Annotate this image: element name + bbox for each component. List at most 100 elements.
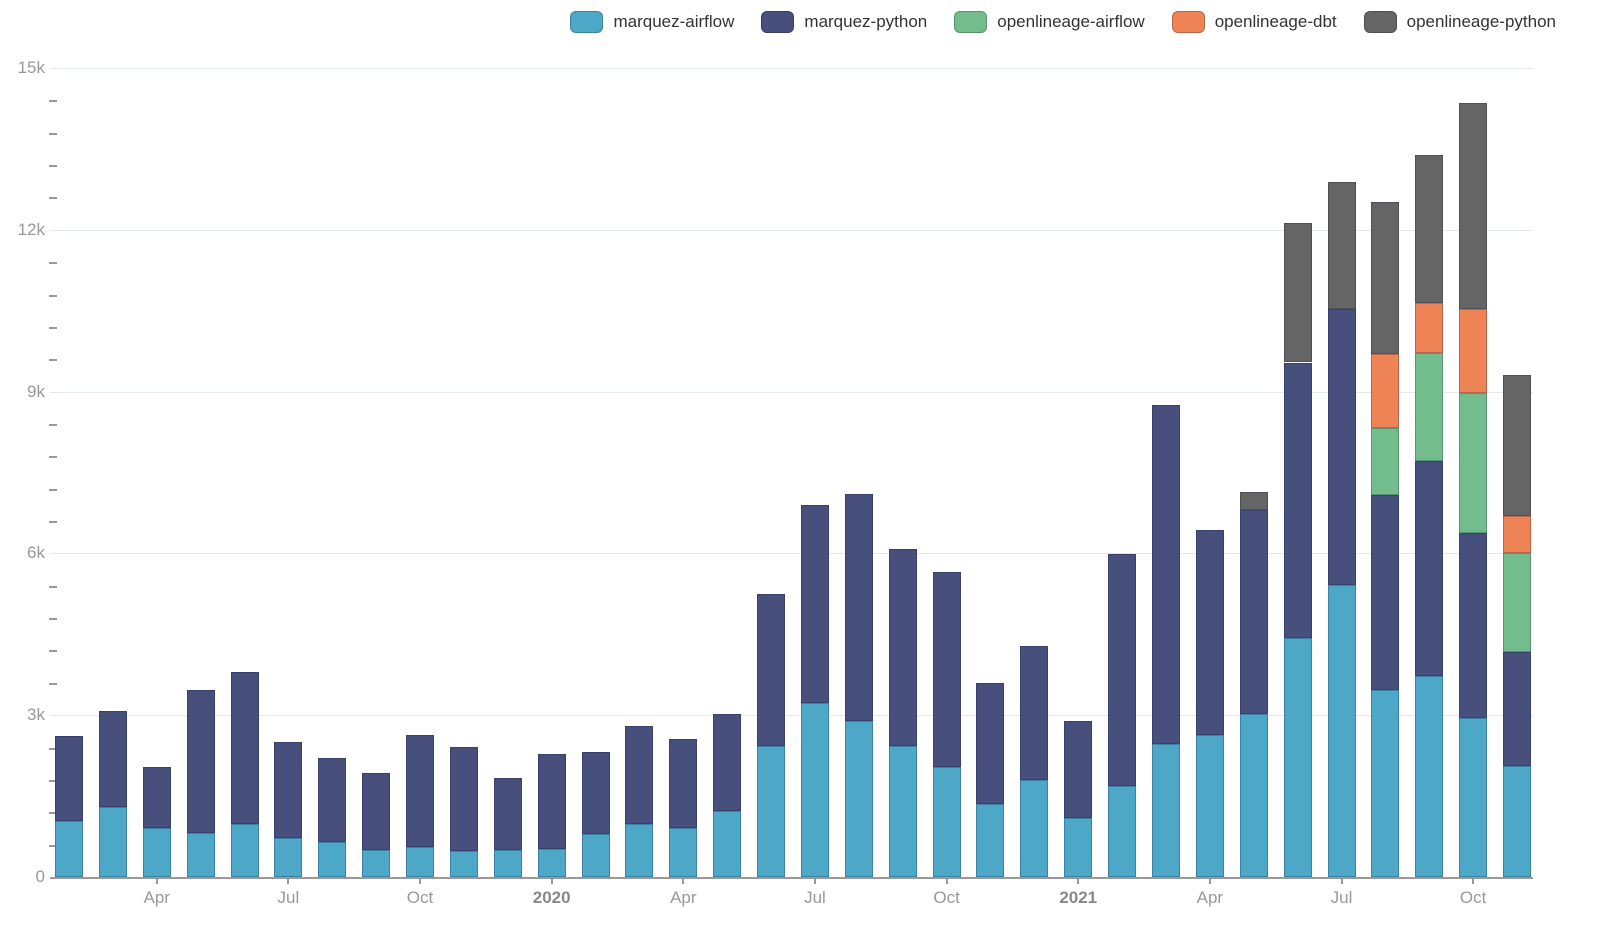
bar-segment-marquez-airflow[interactable]: [1064, 818, 1093, 877]
bar-segment-marquez-python[interactable]: [1020, 646, 1049, 781]
y-minor-tick: [49, 488, 57, 491]
bar-segment-marquez-airflow[interactable]: [669, 827, 698, 877]
bar-segment-marquez-airflow[interactable]: [888, 746, 917, 877]
bar-segment-marquez-airflow[interactable]: [1503, 766, 1532, 877]
bar-segment-marquez-python[interactable]: [1459, 532, 1488, 719]
bar-segment-openlineage-python[interactable]: [1503, 374, 1532, 517]
bar-segment-marquez-airflow[interactable]: [1020, 780, 1049, 877]
bar-segment-marquez-airflow[interactable]: [537, 848, 566, 877]
y-minor-tick: [49, 456, 57, 459]
bar-segment-marquez-airflow[interactable]: [757, 746, 786, 877]
bar-segment-marquez-python[interactable]: [493, 777, 522, 850]
legend-item-openlineage-airflow[interactable]: openlineage-airflow: [954, 11, 1145, 33]
bar-segment-marquez-python[interactable]: [142, 766, 171, 828]
y-minor-tick: [49, 132, 57, 135]
bar-segment-marquez-python[interactable]: [1239, 510, 1268, 715]
y-minor-tick: [49, 262, 57, 265]
bar-segment-marquez-python[interactable]: [1371, 494, 1400, 690]
bar-segment-marquez-airflow[interactable]: [55, 821, 83, 877]
bar-segment-marquez-python[interactable]: [800, 504, 829, 703]
bar-segment-openlineage-python[interactable]: [1283, 222, 1312, 363]
x-axis-label-Apr: Apr: [1196, 888, 1224, 907]
bar-segment-openlineage-airflow[interactable]: [1415, 353, 1444, 461]
bar-segment-marquez-python[interactable]: [230, 672, 259, 824]
bar-segment-marquez-airflow[interactable]: [1239, 714, 1268, 877]
bar-segment-marquez-python[interactable]: [186, 689, 215, 833]
bar-segment-marquez-python[interactable]: [932, 572, 961, 767]
bar-segment-marquez-python[interactable]: [274, 741, 303, 838]
bar-segment-marquez-python[interactable]: [888, 548, 917, 747]
bar-segment-marquez-airflow[interactable]: [98, 807, 127, 877]
x-axis-tick: [813, 877, 816, 884]
bar-segment-marquez-python[interactable]: [1195, 530, 1224, 736]
bar-segment-marquez-python[interactable]: [976, 682, 1005, 804]
bar-segment-marquez-python[interactable]: [98, 710, 127, 808]
bar-segment-marquez-python[interactable]: [1503, 651, 1532, 767]
bar-segment-marquez-airflow[interactable]: [186, 832, 215, 877]
legend-item-marquez-airflow[interactable]: marquez-airflow: [570, 11, 734, 33]
bar-segment-marquez-airflow[interactable]: [1195, 735, 1224, 877]
legend-item-openlineage-python[interactable]: openlineage-python: [1363, 11, 1556, 33]
bar-segment-marquez-airflow[interactable]: [800, 702, 829, 877]
bar-segment-marquez-airflow[interactable]: [1459, 718, 1488, 877]
bar-segment-marquez-python[interactable]: [318, 757, 347, 843]
bar-segment-marquez-python[interactable]: [449, 747, 478, 851]
bar-segment-openlineage-dbt[interactable]: [1415, 303, 1444, 354]
bar-segment-marquez-python[interactable]: [844, 494, 873, 722]
bar-segment-openlineage-airflow[interactable]: [1371, 427, 1400, 495]
bar-segment-marquez-python[interactable]: [1152, 404, 1180, 744]
x-axis-tick: [1340, 877, 1343, 884]
bar-segment-marquez-python[interactable]: [669, 739, 698, 828]
bar-segment-openlineage-python[interactable]: [1459, 103, 1488, 310]
x-axis-label-Oct: Oct: [933, 888, 960, 907]
bar-segment-openlineage-dbt[interactable]: [1459, 309, 1488, 393]
bar-segment-marquez-airflow[interactable]: [1415, 676, 1444, 877]
bar-segment-openlineage-python[interactable]: [1371, 201, 1400, 355]
bar-segment-marquez-airflow[interactable]: [1152, 743, 1180, 877]
bar-segment-marquez-airflow[interactable]: [362, 850, 391, 877]
bar-segment-marquez-airflow[interactable]: [449, 850, 478, 877]
bar-segment-marquez-python[interactable]: [362, 772, 391, 851]
bar-segment-marquez-airflow[interactable]: [713, 810, 742, 877]
bar-segment-marquez-airflow[interactable]: [318, 842, 347, 877]
bar-segment-marquez-airflow[interactable]: [625, 823, 654, 877]
bar-segment-marquez-airflow[interactable]: [976, 803, 1005, 877]
bar-segment-marquez-python[interactable]: [537, 753, 566, 849]
bar-segment-marquez-python[interactable]: [581, 752, 610, 834]
bar-segment-marquez-airflow[interactable]: [493, 849, 522, 877]
x-axis-label-Apr: Apr: [143, 888, 170, 907]
y-minor-tick: [49, 682, 57, 685]
bar-segment-openlineage-dbt[interactable]: [1371, 354, 1400, 428]
bar-segment-marquez-python[interactable]: [757, 593, 786, 747]
bar-segment-marquez-airflow[interactable]: [230, 823, 259, 877]
bar-segment-marquez-airflow[interactable]: [581, 833, 610, 877]
bar-segment-marquez-python[interactable]: [625, 726, 654, 824]
bar-segment-openlineage-python[interactable]: [1327, 181, 1356, 309]
bar-segment-marquez-airflow[interactable]: [1283, 637, 1312, 877]
bar-segment-openlineage-airflow[interactable]: [1459, 392, 1488, 533]
bar-segment-marquez-python[interactable]: [713, 714, 742, 811]
legend-item-openlineage-dbt[interactable]: openlineage-dbt: [1171, 11, 1337, 33]
bar-segment-marquez-airflow[interactable]: [932, 766, 961, 877]
legend-item-marquez-python[interactable]: marquez-python: [761, 11, 927, 33]
bar-segment-marquez-python[interactable]: [1415, 460, 1444, 677]
bar-segment-marquez-python[interactable]: [1108, 553, 1137, 787]
x-axis-tick: [550, 877, 553, 884]
bar-segment-openlineage-airflow[interactable]: [1503, 552, 1532, 652]
bar-segment-openlineage-dbt[interactable]: [1503, 516, 1532, 553]
bar-segment-marquez-airflow[interactable]: [1327, 585, 1356, 877]
bar-segment-marquez-airflow[interactable]: [142, 827, 171, 877]
bar-segment-marquez-python[interactable]: [406, 735, 435, 847]
bar-segment-openlineage-python[interactable]: [1239, 492, 1268, 511]
bar-segment-marquez-airflow[interactable]: [1371, 689, 1400, 877]
bar-segment-marquez-airflow[interactable]: [1108, 786, 1137, 877]
bar-segment-openlineage-python[interactable]: [1415, 154, 1444, 304]
bar-segment-marquez-python[interactable]: [1064, 721, 1093, 819]
x-axis-tick: [1208, 877, 1211, 884]
bar-segment-marquez-python[interactable]: [1283, 362, 1312, 638]
bar-segment-marquez-python[interactable]: [1327, 308, 1356, 586]
bar-segment-marquez-airflow[interactable]: [274, 837, 303, 877]
bar-segment-marquez-airflow[interactable]: [844, 721, 873, 877]
bar-segment-marquez-python[interactable]: [55, 736, 83, 822]
bar-segment-marquez-airflow[interactable]: [406, 846, 435, 877]
